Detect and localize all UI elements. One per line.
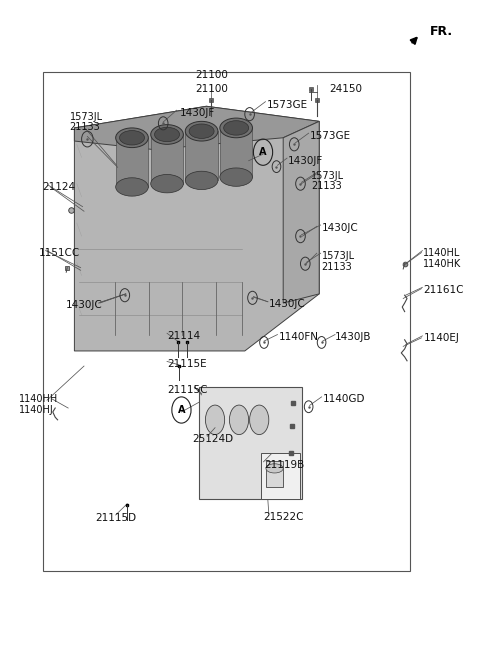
Ellipse shape — [116, 178, 148, 196]
Ellipse shape — [266, 464, 283, 473]
Text: 21124: 21124 — [42, 182, 75, 192]
Ellipse shape — [250, 405, 269, 434]
Text: 21115C: 21115C — [167, 385, 207, 395]
Text: 1430JF: 1430JF — [288, 156, 323, 166]
Text: 1573JL
21133: 1573JL 21133 — [311, 171, 344, 192]
Text: 21161C: 21161C — [423, 285, 464, 295]
Ellipse shape — [155, 127, 180, 142]
Text: 21119B: 21119B — [264, 460, 305, 470]
Bar — [151, 134, 183, 184]
Ellipse shape — [229, 405, 249, 434]
Ellipse shape — [220, 118, 252, 138]
Text: 24150: 24150 — [329, 84, 362, 94]
Ellipse shape — [220, 168, 252, 186]
Text: A: A — [178, 405, 185, 415]
Text: 1140EJ: 1140EJ — [423, 333, 459, 343]
Text: FR.: FR. — [430, 25, 453, 38]
Text: 25124D: 25124D — [192, 434, 233, 444]
Text: 1430JC: 1430JC — [269, 299, 306, 309]
Text: 1140HL
1140HK: 1140HL 1140HK — [423, 248, 462, 269]
Bar — [199, 387, 302, 499]
Text: A: A — [259, 147, 267, 157]
Text: 21114: 21114 — [167, 331, 200, 341]
Ellipse shape — [224, 121, 249, 135]
Ellipse shape — [116, 128, 148, 148]
Ellipse shape — [185, 121, 218, 141]
Text: 21100: 21100 — [195, 84, 228, 94]
Text: 1140HH
1140HJ: 1140HH 1140HJ — [19, 394, 59, 415]
Ellipse shape — [189, 124, 214, 138]
Bar — [261, 453, 300, 499]
Text: 1573JL
21133: 1573JL 21133 — [70, 112, 103, 133]
Text: 1430JC: 1430JC — [66, 300, 103, 310]
Polygon shape — [74, 106, 319, 150]
Ellipse shape — [185, 171, 218, 190]
Text: 1573GE: 1573GE — [310, 131, 351, 141]
Text: 1430JC: 1430JC — [322, 223, 359, 233]
Text: 1573GE: 1573GE — [266, 100, 308, 110]
Bar — [185, 131, 218, 180]
Text: 1140FN: 1140FN — [278, 332, 318, 342]
Text: 1573JL
21133: 1573JL 21133 — [322, 251, 355, 272]
Ellipse shape — [151, 125, 183, 144]
Bar — [116, 138, 148, 187]
Text: 21522C: 21522C — [264, 512, 304, 522]
Text: 1140GD: 1140GD — [323, 394, 365, 404]
Text: 1151CC: 1151CC — [38, 248, 80, 258]
Text: 21100: 21100 — [195, 70, 228, 80]
Polygon shape — [74, 106, 319, 351]
Ellipse shape — [120, 131, 144, 145]
Ellipse shape — [151, 174, 183, 193]
Text: 21115D: 21115D — [95, 513, 136, 523]
Text: 1430JB: 1430JB — [335, 332, 372, 342]
Bar — [266, 461, 283, 487]
Text: 1430JF: 1430JF — [180, 108, 215, 118]
Bar — [43, 72, 410, 571]
Bar — [220, 128, 252, 177]
Polygon shape — [283, 121, 319, 303]
Text: 21115E: 21115E — [167, 359, 207, 369]
Ellipse shape — [205, 405, 225, 434]
